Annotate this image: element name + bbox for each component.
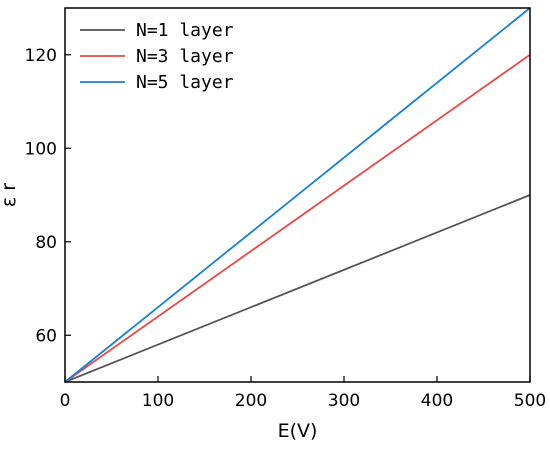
x-tick-label: 400 bbox=[421, 391, 453, 411]
y-tick-label: 80 bbox=[35, 233, 57, 253]
x-tick-label: 200 bbox=[235, 391, 267, 411]
legend-label: N=5 layer bbox=[136, 72, 234, 93]
series-line-1 bbox=[64, 194, 531, 383]
series-line-2 bbox=[64, 54, 531, 383]
y-axis-title: ε r bbox=[0, 183, 20, 207]
x-tick-label: 0 bbox=[60, 391, 71, 411]
x-axis-title: E(V) bbox=[278, 420, 318, 442]
legend: N=1 layer N=3 layer N=5 layer bbox=[80, 20, 234, 93]
y-tick-label: 60 bbox=[35, 326, 57, 346]
y-axis: 60 80 100 120 bbox=[25, 46, 71, 346]
plot-marks bbox=[64, 7, 531, 383]
x-axis: 0 100 200 300 400 500 bbox=[60, 376, 546, 411]
y-tick-label: 100 bbox=[25, 139, 57, 159]
x-tick-label: 100 bbox=[142, 391, 174, 411]
series-line-3 bbox=[64, 7, 531, 383]
legend-label: N=3 layer bbox=[136, 46, 234, 67]
y-tick-label: 120 bbox=[25, 46, 57, 66]
plot-frame bbox=[64, 7, 531, 383]
x-tick-label: 300 bbox=[328, 391, 360, 411]
legend-label: N=1 layer bbox=[136, 20, 234, 41]
x-tick-label: 500 bbox=[514, 391, 546, 411]
